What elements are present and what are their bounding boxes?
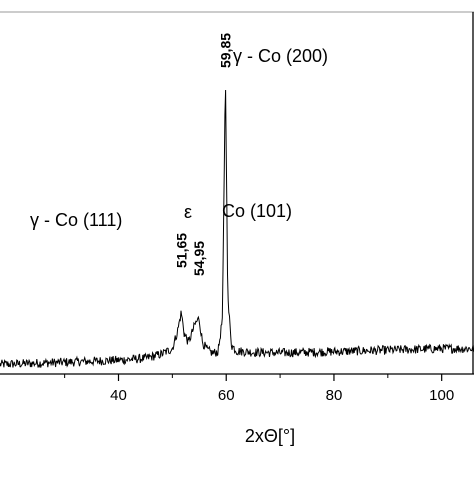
xrd-series-line: [0, 89, 474, 369]
phase-annotation: γ - Co (111): [30, 210, 122, 230]
x-tick-label: 100: [429, 387, 454, 404]
x-tick-label: 60: [218, 387, 235, 404]
peak-position-label: 51,65: [173, 233, 189, 268]
phase-annotation: Co (101): [222, 201, 292, 221]
x-axis-label: 2xΘ[°]: [245, 426, 295, 446]
peak-position-label: 59,85: [217, 33, 233, 68]
x-tick-label: 80: [326, 387, 343, 404]
phase-annotations: γ - Co (200) γ - Co (111) ε Co (101): [30, 46, 328, 230]
phase-annotation: γ - Co (200): [233, 46, 328, 66]
x-ticks: 40 60 80 100: [64, 374, 454, 404]
x-tick-label: 40: [110, 387, 127, 404]
peak-position-label: 54,95: [191, 241, 207, 276]
phase-annotation: ε: [184, 202, 192, 222]
peak-labels: 51,65 54,95 59,85: [173, 33, 233, 276]
